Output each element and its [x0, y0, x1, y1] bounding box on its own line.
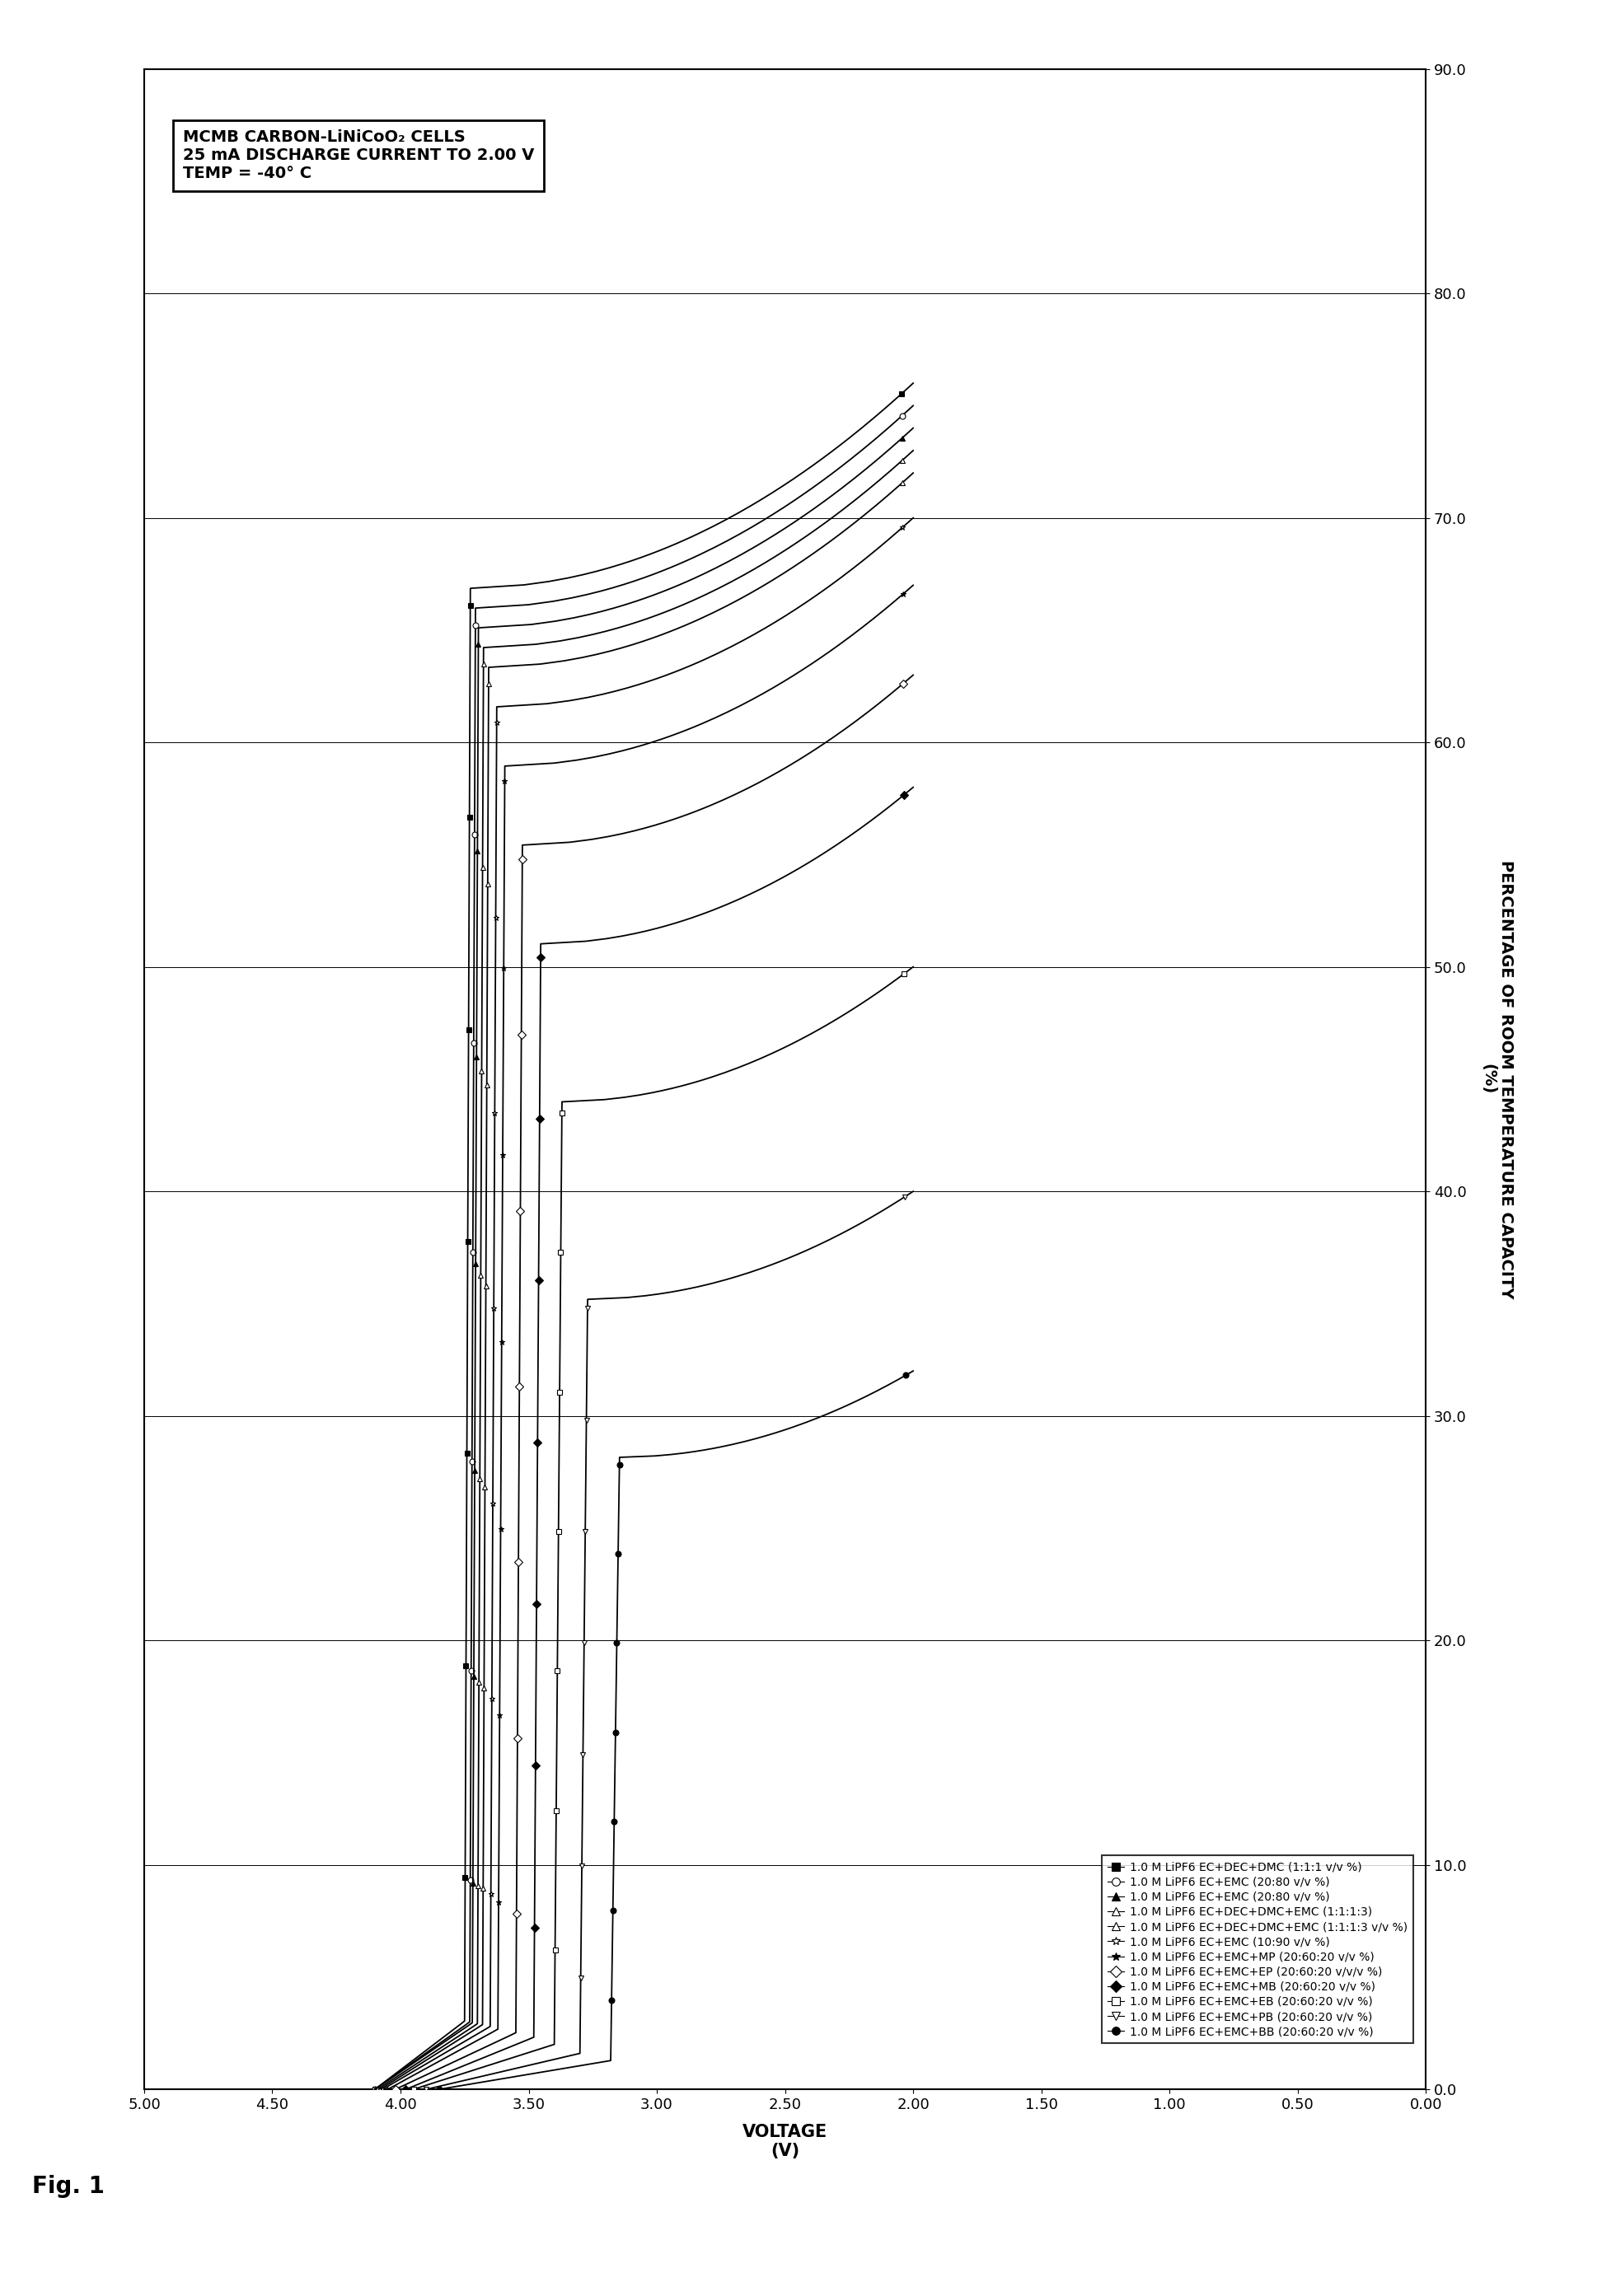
Legend: 1.0 M LiPF6 EC+DEC+DMC (1:1:1 v/v %), 1.0 M LiPF6 EC+EMC (20:80 v/v %), 1.0 M Li: 1.0 M LiPF6 EC+DEC+DMC (1:1:1 v/v %), 1.…: [1102, 1855, 1413, 2043]
Text: Fig. 1: Fig. 1: [32, 2174, 104, 2197]
Text: MCMB CARBON-LiNiCoO₂ CELLS
25 mA DISCHARGE CURRENT TO 2.00 V
TEMP = -40° C: MCMB CARBON-LiNiCoO₂ CELLS 25 mA DISCHAR…: [183, 129, 533, 181]
Y-axis label: PERCENTAGE OF ROOM TEMPERATURE CAPACITY
(%): PERCENTAGE OF ROOM TEMPERATURE CAPACITY …: [1480, 859, 1514, 1300]
X-axis label: VOLTAGE
(V): VOLTAGE (V): [742, 2124, 828, 2158]
